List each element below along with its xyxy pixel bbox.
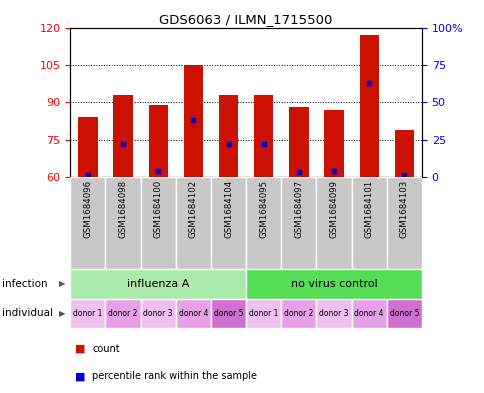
Text: donor 2: donor 2 [284,309,313,318]
Text: GSM1684099: GSM1684099 [329,180,338,238]
Bar [211,177,245,269]
Text: GSM1684095: GSM1684095 [258,180,268,238]
Text: GSM1684101: GSM1684101 [364,180,373,238]
Text: count: count [92,344,120,354]
Bar [70,177,105,269]
Text: donor 3: donor 3 [143,309,173,318]
Text: influenza A: influenza A [127,279,189,289]
Text: donor 4: donor 4 [354,309,383,318]
Bar [359,35,378,177]
Bar [218,95,238,177]
Bar [324,110,343,177]
Text: donor 1: donor 1 [73,309,103,318]
Bar [394,130,413,177]
Text: GSM1684104: GSM1684104 [224,180,233,238]
Text: donor 4: donor 4 [178,309,208,318]
Bar [78,117,97,177]
Bar [245,269,421,299]
Bar [281,299,316,328]
Bar [386,177,421,269]
Bar [140,299,175,328]
Bar [281,177,316,269]
Text: GSM1684097: GSM1684097 [294,180,303,238]
Bar [316,177,351,269]
Text: GSM1684098: GSM1684098 [118,180,127,238]
Text: donor 2: donor 2 [108,309,137,318]
Text: donor 5: donor 5 [389,309,418,318]
Text: no virus control: no virus control [290,279,377,289]
Bar [105,299,140,328]
Bar [183,65,203,177]
Bar [245,299,281,328]
Title: GDS6063 / ILMN_1715500: GDS6063 / ILMN_1715500 [159,13,332,26]
Bar [70,269,245,299]
Bar [288,107,308,177]
Text: GSM1684102: GSM1684102 [188,180,197,238]
Bar [211,299,245,328]
Bar [70,299,105,328]
Text: percentile rank within the sample: percentile rank within the sample [92,371,257,381]
Text: individual: individual [2,309,53,318]
Text: donor 3: donor 3 [318,309,348,318]
Bar [245,177,281,269]
Bar [386,299,421,328]
Text: infection: infection [2,279,48,289]
Text: GSM1684103: GSM1684103 [399,180,408,238]
Bar [316,299,351,328]
Bar [175,299,211,328]
Text: ■: ■ [75,344,86,354]
Bar [351,299,386,328]
Text: ▶: ▶ [59,309,65,318]
Bar [148,105,167,177]
Text: ▶: ▶ [59,279,65,288]
Text: GSM1684100: GSM1684100 [153,180,163,238]
Text: donor 1: donor 1 [248,309,278,318]
Bar [113,95,133,177]
Bar [105,177,140,269]
Bar [140,177,175,269]
Bar [175,177,211,269]
Text: donor 5: donor 5 [213,309,243,318]
Text: GSM1684096: GSM1684096 [83,180,92,238]
Bar [254,95,273,177]
Bar [351,177,386,269]
Text: ■: ■ [75,371,86,381]
